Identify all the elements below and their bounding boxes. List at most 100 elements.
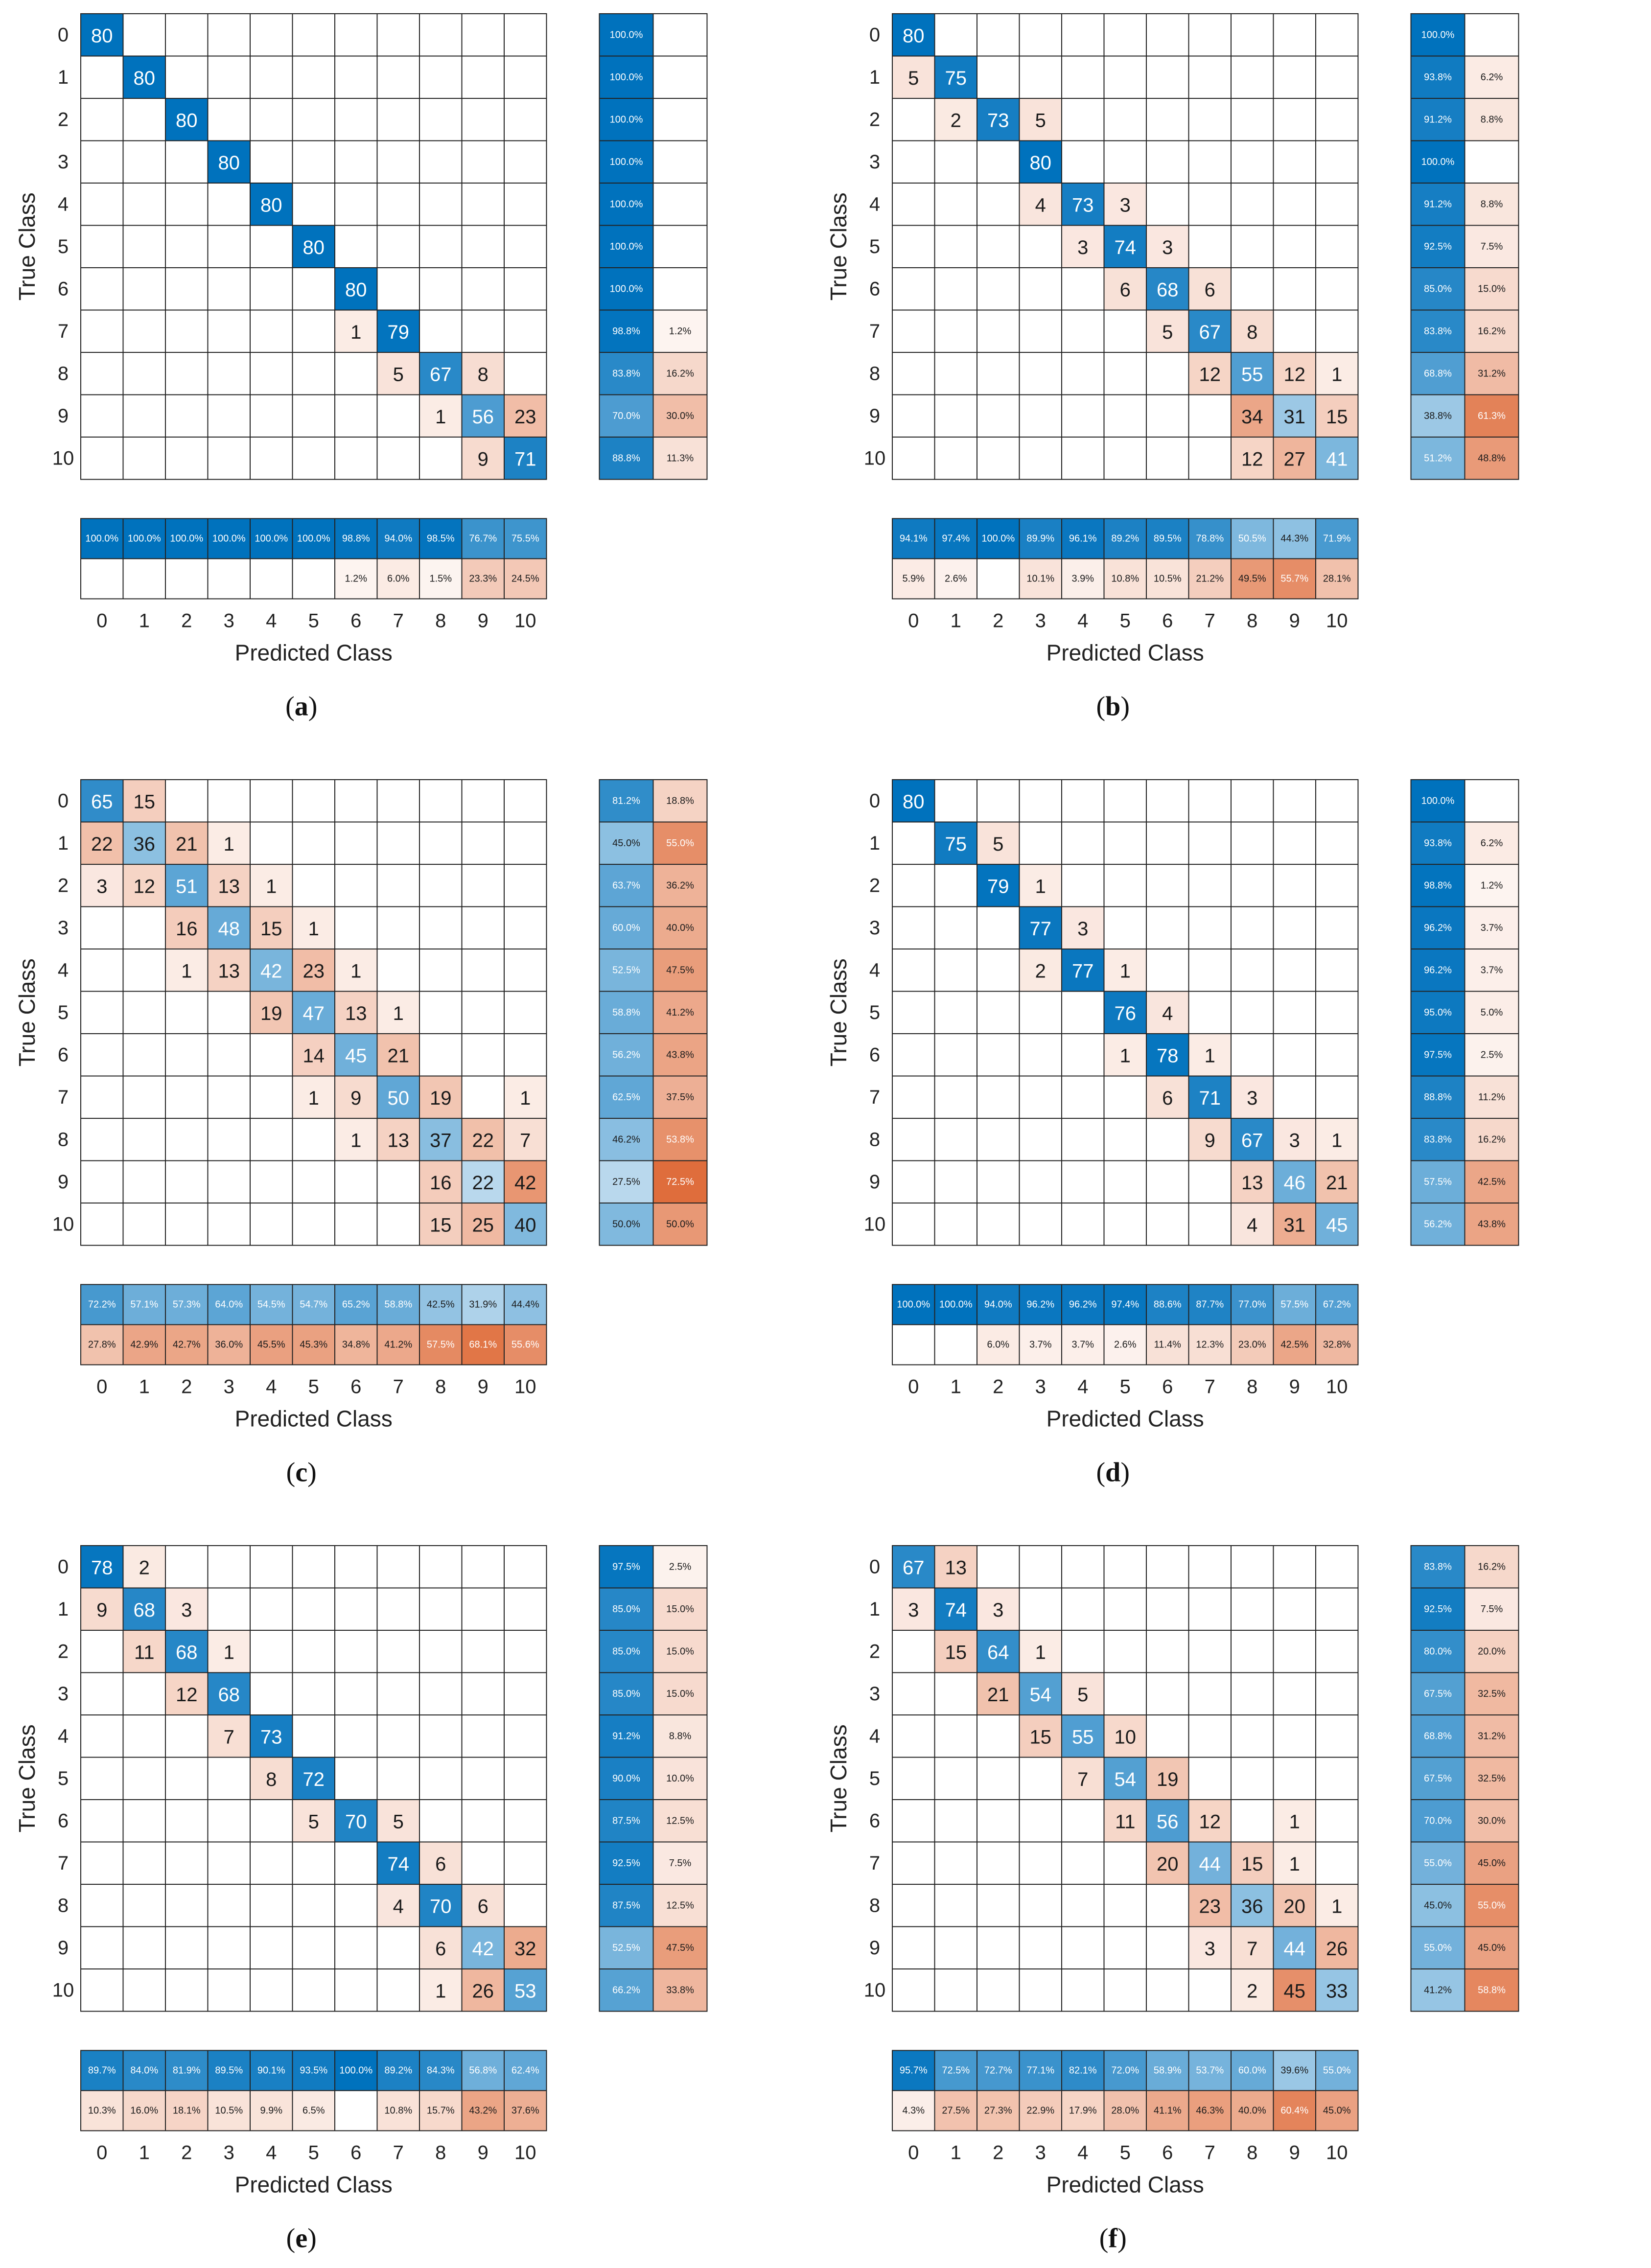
matrix-cell (1315, 1203, 1359, 1246)
row-summary-incorrect-value: 6.2% (1481, 838, 1503, 849)
y-tick-label: 10 (52, 1979, 74, 2001)
matrix-cell (1273, 821, 1316, 865)
matrix-cell (1273, 1075, 1316, 1119)
x-tick-label: 9 (1289, 2142, 1300, 2164)
matrix-cell (334, 394, 378, 438)
col-summary-incorrect-cell (1273, 2090, 1316, 2131)
matrix-cell (461, 352, 505, 395)
col-summary-incorrect-value: 9.9% (260, 2106, 282, 2116)
row-summary-incorrect-cell (652, 1630, 708, 1673)
col-summary-incorrect-value: 2.6% (1114, 1340, 1137, 1350)
matrix-cell (892, 13, 935, 57)
matrix-cell (977, 1884, 1020, 1927)
matrix-cell (165, 821, 209, 865)
matrix-cell (292, 821, 335, 865)
row-summary-incorrect-cell (652, 1203, 708, 1246)
matrix-cell (461, 1926, 505, 1969)
matrix-cell (461, 1545, 505, 1589)
matrix-cell (376, 140, 420, 184)
row-summary-incorrect-value: 3.7% (1481, 923, 1503, 933)
col-summary-incorrect-cell (1315, 558, 1359, 600)
col-summary-incorrect-cell (122, 558, 166, 600)
matrix-cell (334, 779, 378, 823)
col-summary-correct-cell (1146, 2050, 1189, 2091)
matrix-cell (1315, 1545, 1359, 1589)
col-summary-correct-value: 64.0% (215, 1299, 243, 1310)
matrix-cell-value: 12 (1199, 1811, 1221, 1832)
matrix-cell-value: 15 (1326, 406, 1348, 428)
col-summary-incorrect-cell (250, 1324, 293, 1365)
col-summary-incorrect-cell (165, 558, 209, 600)
matrix-cell (504, 949, 547, 992)
row-summary-incorrect-cell (1464, 183, 1519, 226)
col-summary-correct-cell (1061, 2050, 1105, 2091)
matrix-cell (1273, 13, 1316, 57)
x-tick-label: 2 (993, 1376, 1003, 1398)
matrix-cell (122, 1968, 166, 2012)
y-axis-label: True Class (826, 192, 851, 301)
row-summary-incorrect-value: 43.8% (666, 1049, 694, 1060)
row-summary-correct-cell (599, 55, 654, 99)
matrix-cell (376, 1160, 420, 1203)
row-summary-correct-cell (1410, 1160, 1465, 1203)
matrix-cell (207, 779, 251, 823)
matrix-cell (1188, 864, 1232, 907)
matrix-cell (165, 1884, 209, 1927)
matrix-cell (1061, 991, 1105, 1034)
matrix-cell-value: 7 (1247, 1938, 1257, 1960)
y-tick-label: 9 (58, 1171, 69, 1193)
row-summary-correct-value: 68.8% (1424, 1731, 1452, 1741)
col-summary-correct-value: 82.1% (1069, 2065, 1097, 2076)
row-summary-correct-cell (599, 183, 654, 226)
row-summary-correct-value: 97.5% (1424, 1049, 1452, 1060)
matrix-cell (80, 225, 124, 268)
matrix-cell (1146, 864, 1189, 907)
matrix-cell (1273, 1587, 1316, 1631)
y-tick-label: 1 (869, 833, 880, 854)
row-summary-correct-cell (599, 98, 654, 141)
matrix-cell (334, 225, 378, 268)
matrix-cell (1019, 140, 1062, 184)
row-summary-correct-value: 91.2% (1424, 114, 1452, 125)
matrix-cell-value: 68 (218, 1684, 240, 1706)
col-summary-correct-value: 94.1% (900, 533, 928, 544)
row-summary-correct-value: 45.0% (612, 838, 640, 849)
row-summary-incorrect-value: 6.2% (1481, 72, 1503, 83)
matrix-cell (207, 991, 251, 1034)
matrix-cell (934, 1118, 977, 1161)
row-summary-correct-value: 92.5% (612, 1858, 640, 1869)
matrix-cell (292, 1841, 335, 1885)
x-tick-label: 2 (181, 610, 192, 632)
row-summary-correct-value: 27.5% (612, 1177, 640, 1187)
matrix-cell (892, 140, 935, 184)
matrix-cell (165, 1926, 209, 1969)
row-summary-incorrect-value: 47.5% (666, 1943, 694, 1953)
matrix-cell (934, 1545, 977, 1589)
matrix-cell (80, 1160, 124, 1203)
matrix-cell (1273, 140, 1316, 184)
matrix-cell (1231, 98, 1274, 141)
col-summary-incorrect-cell (292, 2090, 335, 2131)
y-tick-label: 8 (869, 1129, 880, 1150)
matrix-cell (419, 864, 463, 907)
y-axis-label: True Class (826, 958, 851, 1066)
x-tick-label: 8 (1247, 1376, 1257, 1398)
matrix-cell (934, 1799, 977, 1843)
y-tick-label: 6 (869, 278, 880, 300)
matrix-cell (80, 55, 124, 99)
col-summary-incorrect-cell (207, 1324, 251, 1365)
col-summary-incorrect-cell (1231, 2090, 1274, 2131)
col-summary-correct-value: 58.9% (1154, 2065, 1182, 2076)
col-summary-incorrect-value: 10.8% (1111, 574, 1139, 584)
matrix-cell-value: 37 (430, 1130, 452, 1151)
col-summary-incorrect-cell (1273, 558, 1316, 600)
matrix-cell (504, 98, 547, 141)
col-summary-incorrect-cell (80, 2090, 124, 2131)
matrix-cell (1061, 1587, 1105, 1631)
matrix-cell (250, 1075, 293, 1119)
matrix-cell (892, 55, 935, 99)
matrix-cell (934, 1160, 977, 1203)
col-summary-incorrect-cell (1103, 558, 1147, 600)
col-summary-correct-value: 81.9% (173, 2065, 201, 2076)
col-summary-incorrect-cell (122, 1324, 166, 1365)
